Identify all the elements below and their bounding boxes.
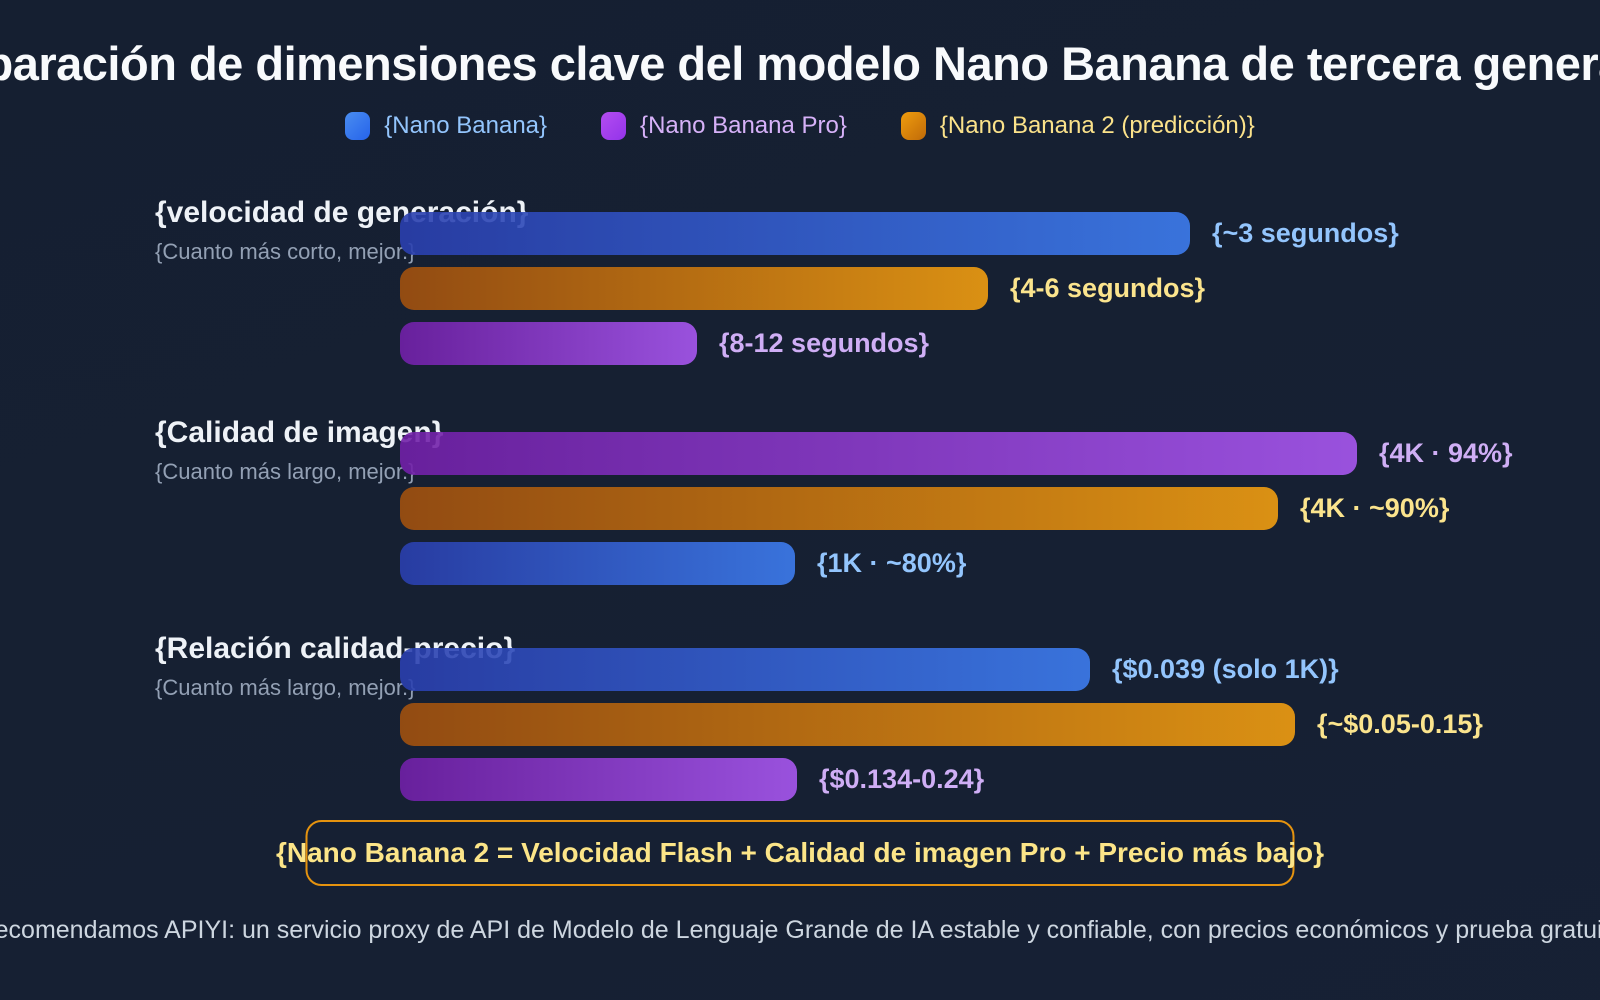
bar-row: {~$0.05-0.15} <box>400 703 1483 746</box>
bar-row: {$0.134-0.24} <box>400 758 1483 801</box>
legend-item-nano-banana: {Nano Banana} <box>345 112 547 140</box>
bar-row: {$0.039 (solo 1K)} <box>400 648 1483 691</box>
bar-nano-banana-2-speed <box>400 267 988 310</box>
group-quality-header: {Calidad de imagen} {Cuanto más largo, m… <box>155 416 443 485</box>
bar-row: {4K · 94%} <box>400 432 1513 475</box>
group-speed-note: {Cuanto más corto, mejor.} <box>155 239 416 264</box>
bar-nano-banana-pro-quality <box>400 432 1357 475</box>
conclusion-callout-box: {Nano Banana 2 = Velocidad Flash + Calid… <box>276 820 1324 886</box>
group-quality-title: {Calidad de imagen} <box>155 416 444 449</box>
bar-value-label: {4-6 segundos} <box>1010 273 1206 303</box>
bar-row: {1K · ~80%} <box>400 542 1513 585</box>
bar-row: {8-12 segundos} <box>400 322 1399 365</box>
legend-item-nano-banana-2: {Nano Banana 2 (predicción)} <box>900 112 1255 140</box>
bar-nano-banana-pro-speed <box>400 322 697 365</box>
group-quality-bars: {4K · 94%} {4K · ~90%} {1K · ~80%} <box>400 432 1513 585</box>
bar-value-label: {4K · 94%} <box>1379 438 1513 468</box>
legend-label: {Nano Banana 2 (predicción)} <box>939 112 1255 139</box>
bar-nano-banana-speed <box>400 212 1190 255</box>
bar-nano-banana-pro-price <box>400 758 797 801</box>
bar-value-label: {~$0.05-0.15} <box>1317 709 1483 739</box>
bar-nano-banana-price <box>400 648 1090 691</box>
bar-nano-banana-2-price <box>400 703 1295 746</box>
bar-value-label: {8-12 segundos} <box>719 328 930 358</box>
bar-row: {4K · ~90%} <box>400 487 1513 530</box>
bar-value-label: {4K · ~90%} <box>1300 493 1450 523</box>
legend-swatch-orange-icon <box>900 112 926 140</box>
bar-nano-banana-2-quality <box>400 487 1278 530</box>
footer-note: Recomendamos APIYI: un servicio proxy de… <box>0 916 1600 944</box>
legend: {Nano Banana} {Nano Banana Pro} {Nano Ba… <box>0 112 1600 140</box>
legend-label: {Nano Banana Pro} <box>640 112 847 139</box>
legend-swatch-purple-icon <box>601 112 627 140</box>
group-quality-note: {Cuanto más largo, mejor.} <box>155 459 416 484</box>
bar-nano-banana-quality <box>400 542 795 585</box>
group-price-bars: {$0.039 (solo 1K)} {~$0.05-0.15} {$0.134… <box>400 648 1483 801</box>
bar-row: {4-6 segundos} <box>400 267 1399 310</box>
bar-value-label: {$0.039 (solo 1K)} <box>1112 654 1339 684</box>
bar-value-label: {1K · ~80%} <box>817 548 967 578</box>
group-price-note: {Cuanto más largo, mejor.} <box>155 675 416 700</box>
bar-value-label: {$0.134-0.24} <box>819 764 985 794</box>
conclusion-callout-text: {Nano Banana 2 = Velocidad Flash + Calid… <box>275 837 1325 868</box>
group-speed-bars: {~3 segundos} {4-6 segundos} {8-12 segun… <box>400 212 1399 365</box>
bar-row: {~3 segundos} <box>400 212 1399 255</box>
bar-value-label: {~3 segundos} <box>1212 218 1399 248</box>
legend-item-nano-banana-pro: {Nano Banana Pro} <box>601 112 847 140</box>
legend-label: {Nano Banana} <box>384 112 548 139</box>
page-title: Comparación de dimensiones clave del mod… <box>0 37 1600 90</box>
legend-swatch-blue-icon <box>345 112 371 140</box>
